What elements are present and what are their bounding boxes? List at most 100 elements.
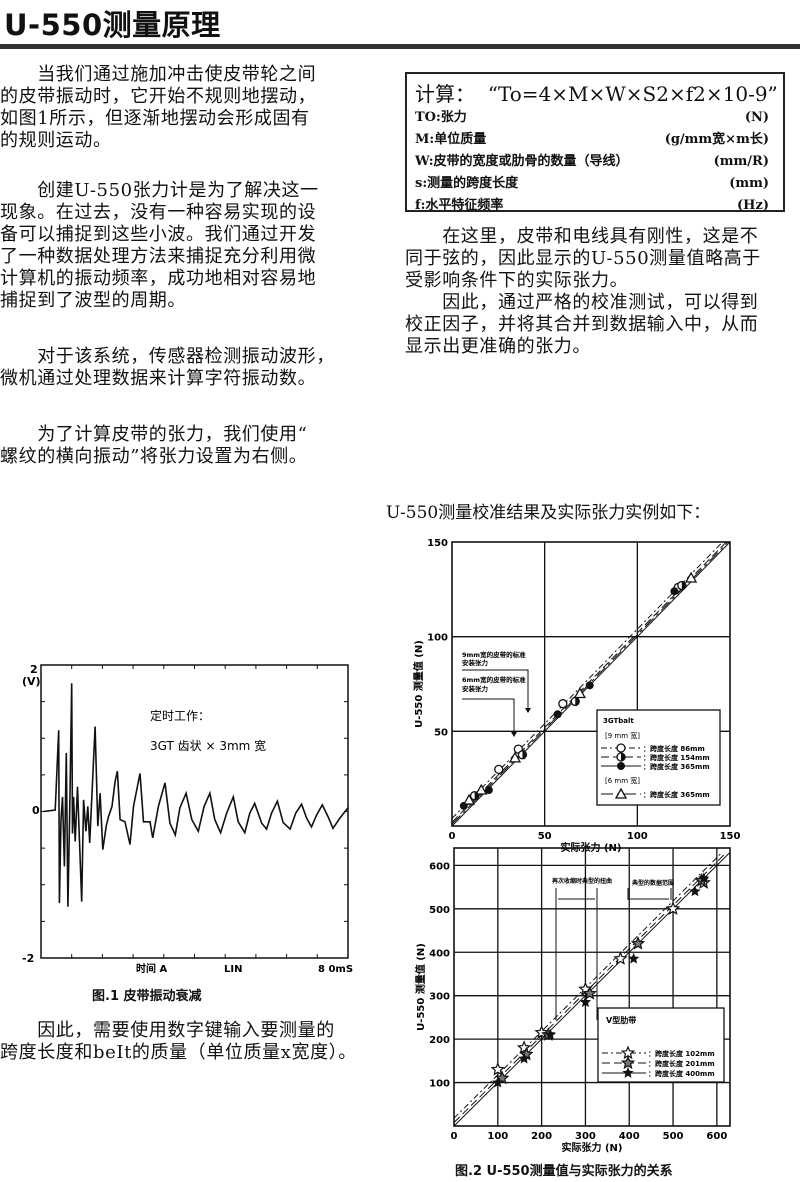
legend-marker xyxy=(622,1067,634,1078)
legend-label: ：跨度长度 86mm xyxy=(643,744,705,753)
left-paragraph-2: 创建U-550张力计是为了解决这一 现象。在过去，没有一种容易实现的设 备可以捕捉到… xyxy=(0,180,319,312)
right-paragraph-2: 因此，通过严格的校准测试，可以得到 校正因子，并将其合并到数据输入中，从而 显示出更… xyxy=(405,292,758,358)
data-point xyxy=(544,1028,557,1040)
text-line: 计算机的振动频率，成功地相对容易地 xyxy=(0,268,317,289)
bottom-paragraph: 因此，需要使用数字键输入要测量的 跨度长度和beIt的质量（单位质量x宽度）。 xyxy=(0,1020,357,1064)
legend-marker-fill xyxy=(621,753,625,761)
legend-marker xyxy=(614,787,628,799)
legend-label: ：跨度长度 365mm xyxy=(643,762,710,771)
data-point xyxy=(698,872,710,884)
variable-label: TO:张力 xyxy=(415,110,467,125)
data-point-fill xyxy=(522,750,527,759)
y-axis-label: U-550 测量值 (N) xyxy=(412,640,425,728)
y-tick-label: 100 xyxy=(427,633,448,644)
x-tick-label: 0 xyxy=(451,1131,458,1142)
legend-title: V型肋带 xyxy=(606,1015,636,1025)
data-point xyxy=(579,996,592,1008)
variable-label: M:单位质量 xyxy=(415,132,487,147)
y-tick-label: 300 xyxy=(429,992,450,1003)
annotation: 3GT 齿状 × 3mm 宽 xyxy=(150,738,266,753)
calibration-heading: U-550测量校准结果及实际张力实例如下： xyxy=(386,503,711,523)
text-line: 跨度长度和beIt的质量（单位质量x宽度）。 xyxy=(0,1042,357,1063)
data-point xyxy=(484,786,493,795)
fig2-caption: 图.2 U-550测量值与实际张力的关系 xyxy=(455,1164,673,1179)
text-line: 为了计算皮带的张力，我们使用“ xyxy=(0,424,308,445)
text-line: 创建U-550张力计是为了解决这一 xyxy=(0,180,319,201)
x-tick-label: 600 xyxy=(706,1131,727,1142)
x-tick-label: 150 xyxy=(720,831,741,842)
legend-group: [6 mm 宽] xyxy=(605,776,640,785)
data-point xyxy=(558,699,568,709)
annotation: 安装张力 xyxy=(462,658,489,667)
legend-marker xyxy=(620,1055,636,1070)
legend-marker xyxy=(616,743,626,753)
legend-label: ：跨度长度 102mm xyxy=(648,1049,715,1058)
formula-variable-row: W:皮带的宽度或肋骨的数量（导线） (mm/R) xyxy=(415,151,783,173)
plot-frame xyxy=(451,541,731,827)
text-line: 了一种数据处理方法来捕捉充分利用微 xyxy=(0,246,317,267)
y-tick-label: 100 xyxy=(429,1079,450,1090)
variable-unit: (mm/R) xyxy=(713,154,769,169)
variable-label: f:水平特征频率 xyxy=(415,198,504,213)
data-point xyxy=(665,901,681,915)
text-line: 显示出更准确的张力。 xyxy=(405,336,591,357)
text-line: 螺纹的横向振动”将张力设置为右侧。 xyxy=(0,446,308,467)
y-tick-label: 2 xyxy=(30,663,38,676)
variable-label: s:测量的跨度长度 xyxy=(415,176,519,191)
data-point-fill xyxy=(575,697,580,706)
data-point xyxy=(462,793,476,805)
annotation: 6mm宽的皮带的标准 xyxy=(462,675,526,684)
data-point xyxy=(573,687,586,699)
x-axis-label: 实际张力 (N) xyxy=(562,1141,623,1154)
variable-unit: (Hz) xyxy=(737,198,769,213)
x-axis-label: LIN xyxy=(224,964,242,975)
legend-marker xyxy=(617,762,625,770)
data-point xyxy=(490,1061,505,1076)
data-point-fill xyxy=(681,581,686,590)
y-tick-label: 50 xyxy=(434,727,448,738)
annotation: 再次收缩时典型的扭曲 xyxy=(552,877,612,885)
data-point xyxy=(582,985,597,1000)
text-line: 捕捉到了波型的周期。 xyxy=(0,290,186,311)
legend-box xyxy=(597,1007,725,1083)
x-tick-label: 50 xyxy=(538,831,552,842)
data-point xyxy=(492,1076,504,1088)
annotation-arrow xyxy=(462,669,529,712)
legend-label: ：跨度长度 365mm xyxy=(643,790,710,799)
annotation-bg xyxy=(462,650,530,680)
data-point xyxy=(553,710,562,719)
y-tick-label: 150 xyxy=(427,538,448,549)
text-line: 对于该系统，传感器检测振动波形， xyxy=(0,346,335,367)
left-paragraph-1: 当我们通过施加冲击使皮带轮之间 的皮带振动时，它开始不规则地摆动， 如图1所示，但逐… xyxy=(0,64,316,152)
variable-label: W:皮带的宽度或肋骨的数量（导线） xyxy=(415,154,629,169)
arrow-head xyxy=(511,708,531,737)
y-axis-label: U-550 测量值 (N) xyxy=(414,943,427,1031)
text-line: 同于弦的，因此显示的U-550测量值略高于 xyxy=(405,248,761,269)
text-line: 当我们通过施加冲击使皮带轮之间 xyxy=(0,64,317,85)
x-tick-label: 300 xyxy=(575,1131,596,1142)
y-tick-label: 600 xyxy=(429,861,450,872)
formula-variable-row: f:水平特征频率 (Hz) xyxy=(415,195,783,217)
data-point xyxy=(613,951,628,965)
text-line: 的皮带振动时，它开始不规则地摆动， xyxy=(0,86,317,107)
formula: 计算： “To=4×M×W×S2×f2×10-9” xyxy=(415,82,778,106)
x-tick-label: 200 xyxy=(531,1131,552,1142)
text-line: 因此，通过严格的校准测试，可以得到 xyxy=(405,292,759,313)
data-point xyxy=(627,952,640,964)
plot-frame xyxy=(453,847,731,1127)
annotation: 典型的数据范围 xyxy=(632,879,674,887)
data-point xyxy=(689,885,701,897)
legend-label: ：跨度长度 201mm xyxy=(648,1059,715,1068)
right-paragraph-1: 在这里，皮带和电线具有刚性，这是不 同于弦的，因此显示的U-550测量值略高于 受影… xyxy=(405,226,761,292)
x-tick-label: 400 xyxy=(619,1131,640,1142)
y-tick-label: 400 xyxy=(429,948,450,959)
data-point xyxy=(475,783,488,795)
data-point xyxy=(518,1052,530,1064)
data-point xyxy=(670,587,679,596)
formula-variable-row: TO:张力 (N) xyxy=(415,107,783,129)
x-tick-label: 100 xyxy=(487,1131,508,1142)
y-tick-label: 200 xyxy=(429,1035,450,1046)
variable-unit: (g/mm宽×m长) xyxy=(664,132,769,147)
formula-box: 计算： “To=4×M×W×S2×f2×10-9” TO:张力 (N) M:单位质量… xyxy=(405,72,785,213)
